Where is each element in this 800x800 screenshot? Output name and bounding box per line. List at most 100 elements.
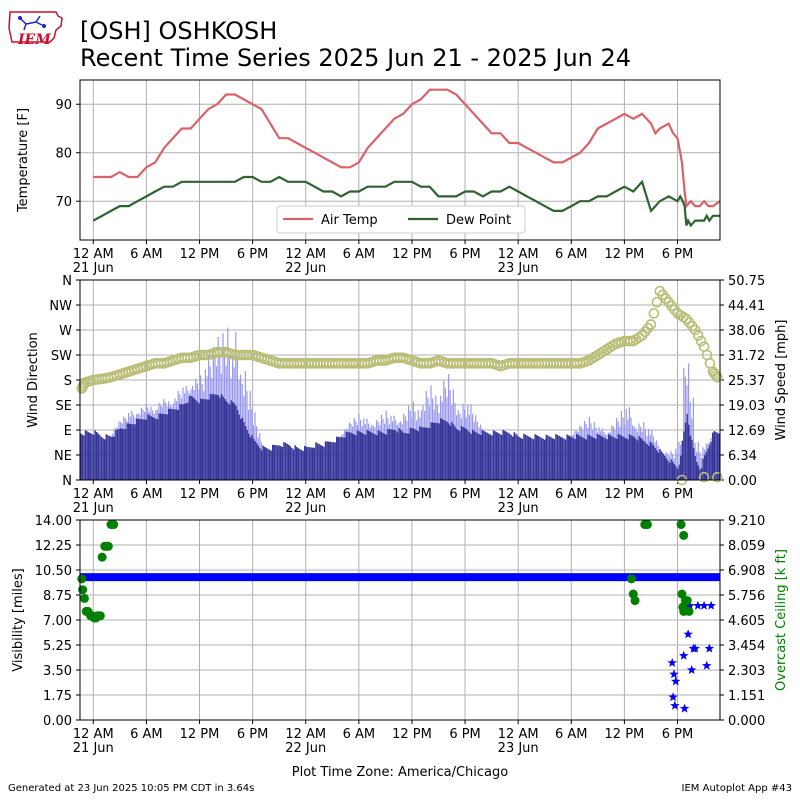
- speed-bar: [297, 448, 300, 480]
- x-tick-label: 12 AM: [285, 727, 326, 742]
- speed-bar: [648, 445, 650, 480]
- speed-bar: [347, 432, 349, 480]
- speed-bar: [656, 450, 658, 480]
- footer-generated: Generated at 23 Jun 2025 10:05 PM CDT in…: [8, 783, 255, 794]
- speed-bar: [643, 440, 645, 480]
- x-tick-date-label: 21 Jun: [73, 261, 114, 276]
- speed-bar: [172, 409, 175, 480]
- speed-bar: [192, 396, 194, 480]
- gust-bar: [688, 363, 690, 480]
- x-tick-label: 6 PM: [662, 727, 693, 742]
- ceiling-point: [109, 520, 119, 530]
- speed-bar: [433, 422, 436, 480]
- speed-bar: [369, 431, 372, 480]
- x-tick-label: 12 PM: [605, 487, 645, 502]
- speed-bar: [196, 401, 199, 480]
- speed-bar: [86, 431, 88, 480]
- speed-bar: [593, 438, 596, 480]
- speed-bar: [529, 437, 532, 480]
- y-axis-label: Visibility [miles]: [11, 568, 26, 671]
- y2-axis-label: Overcast Ceiling [k ft]: [774, 549, 789, 691]
- speed-bar: [526, 435, 528, 480]
- speed-bar: [515, 433, 517, 480]
- speed-bar: [528, 436, 530, 480]
- speed-bar: [444, 420, 447, 480]
- speed-bar: [478, 434, 480, 480]
- speed-bar: [336, 436, 338, 480]
- y-tick-label: N: [62, 474, 72, 489]
- visibility-point: [671, 676, 681, 686]
- speed-bar: [628, 434, 631, 480]
- iem-logo: IEM: [6, 8, 68, 50]
- speed-bar: [107, 435, 109, 480]
- x-tick-label: 12 AM: [498, 247, 539, 262]
- y2-tick-label: 50.75: [728, 274, 765, 289]
- speed-bar: [635, 438, 637, 480]
- speed-bar: [372, 433, 375, 480]
- speed-bar: [355, 435, 357, 480]
- speed-bar: [371, 432, 373, 480]
- ceiling-point: [103, 541, 113, 551]
- speed-bar: [497, 433, 500, 480]
- speed-bar: [249, 437, 252, 480]
- speed-bar: [668, 462, 671, 480]
- gust-bar: [678, 442, 680, 480]
- x-tick-label: 6 AM: [130, 247, 163, 262]
- speed-bar: [625, 438, 628, 480]
- legend-box: [276, 205, 526, 234]
- speed-bar: [436, 423, 439, 480]
- speed-bar: [233, 403, 236, 480]
- speed-bar: [368, 430, 370, 480]
- speed-bar: [552, 438, 554, 480]
- speed-bar: [604, 438, 607, 480]
- wind-direction-point: [624, 335, 636, 347]
- speed-bar: [572, 438, 575, 480]
- speed-bar: [691, 439, 693, 480]
- x-tick-label: 6 PM: [237, 727, 268, 742]
- speed-bar: [244, 426, 247, 480]
- speed-bar: [438, 423, 440, 480]
- speed-bar: [403, 432, 405, 480]
- speed-bar: [694, 455, 696, 480]
- speed-bar: [224, 398, 226, 480]
- x-tick-label: 12 PM: [392, 247, 432, 262]
- speed-bar: [123, 428, 125, 480]
- speed-bar: [577, 434, 580, 480]
- y2-tick-label: 5.756: [728, 589, 765, 604]
- x-tick-label: 12 PM: [180, 727, 220, 742]
- speed-bar: [104, 439, 106, 480]
- y-tick-label: 10.50: [35, 564, 72, 579]
- speed-bar: [177, 409, 180, 480]
- x-tick-label: 12 PM: [605, 727, 645, 742]
- plot-frame: [79, 279, 721, 481]
- visibility-point: [706, 600, 716, 610]
- speed-bar: [206, 399, 208, 480]
- speed-bar: [329, 441, 332, 480]
- speed-bar: [414, 429, 416, 480]
- x-tick-label: 12 AM: [285, 487, 326, 502]
- speed-bar: [358, 431, 360, 480]
- x-tick-date-label: 23 Jun: [498, 741, 539, 756]
- speed-bar: [427, 427, 429, 480]
- speed-bar: [616, 438, 618, 480]
- speed-bar: [321, 445, 324, 480]
- y2-tick-label: 1.151: [728, 689, 765, 704]
- speed-bar: [408, 433, 410, 480]
- speed-bar: [89, 433, 92, 480]
- speed-bar: [649, 441, 652, 480]
- speed-bar: [716, 432, 719, 480]
- speed-bar: [227, 402, 229, 480]
- speed-bar: [163, 413, 165, 480]
- speed-bar: [500, 434, 503, 480]
- x-tick-label: 12 AM: [73, 487, 114, 502]
- speed-bar: [467, 430, 469, 480]
- speed-bar: [606, 439, 608, 480]
- y-tick-label: W: [59, 324, 72, 339]
- speed-bar: [312, 447, 314, 480]
- speed-bar: [489, 434, 492, 480]
- speed-bar: [356, 430, 359, 480]
- y-tick-label: 90: [55, 98, 72, 113]
- speed-bar: [672, 461, 674, 480]
- x-tick-date-label: 22 Jun: [285, 501, 326, 516]
